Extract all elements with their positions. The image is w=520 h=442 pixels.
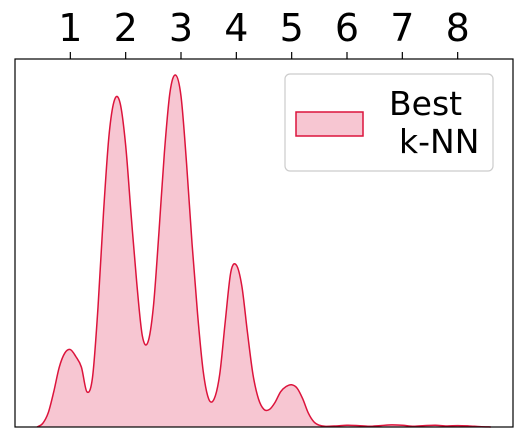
x-tick-label: 8 bbox=[446, 6, 470, 50]
x-tick-label: 1 bbox=[58, 6, 82, 50]
x-tick-label: 6 bbox=[335, 6, 359, 50]
x-tick-label: 3 bbox=[169, 6, 193, 50]
density-line bbox=[36, 74, 491, 428]
legend-label-line-1: Best bbox=[389, 84, 462, 123]
legend-label-line-2: k-NN bbox=[399, 122, 479, 161]
x-tick-label: 4 bbox=[224, 6, 248, 50]
plot-frame bbox=[14, 58, 514, 428]
legend-swatch bbox=[295, 111, 364, 137]
x-tick-label: 7 bbox=[390, 6, 414, 50]
plot-area bbox=[36, 74, 491, 428]
x-tick-label: 5 bbox=[280, 6, 304, 50]
legend-box bbox=[284, 73, 494, 172]
density-area-fill bbox=[37, 74, 491, 427]
x-tick-label: 2 bbox=[114, 6, 138, 50]
legend: Best k-NN bbox=[284, 73, 494, 172]
